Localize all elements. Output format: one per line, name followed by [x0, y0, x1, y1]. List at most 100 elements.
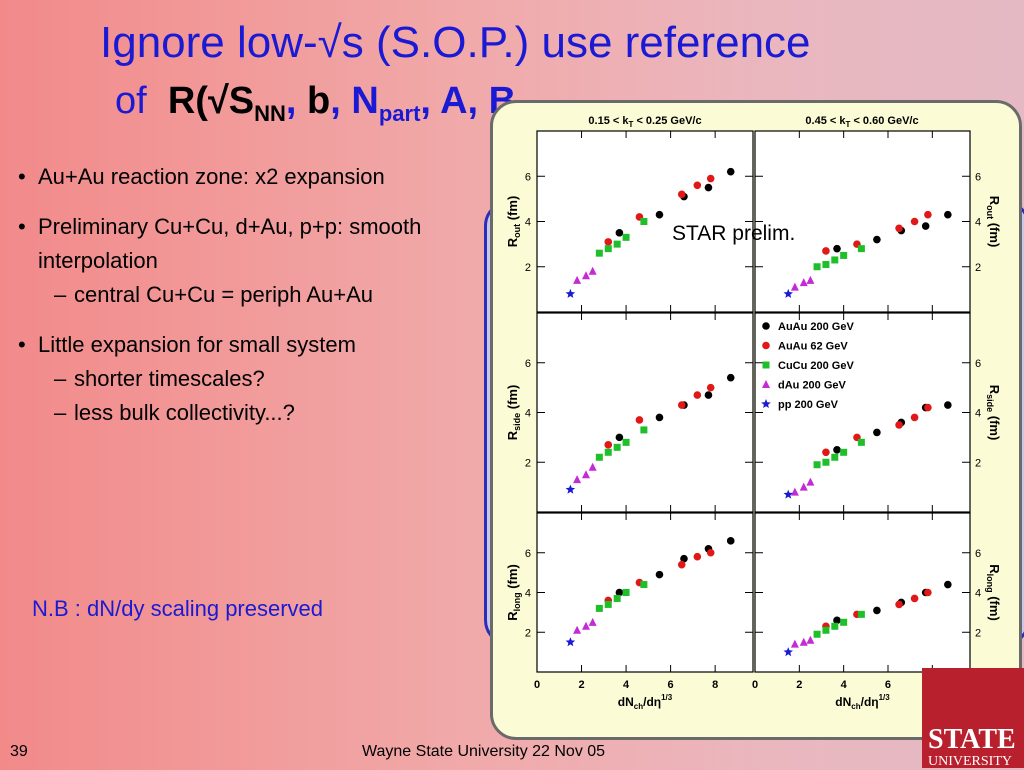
- y-axis-label-text: Rside (fm): [505, 385, 522, 441]
- y-tick-label: 4: [525, 588, 531, 600]
- x-label-sup: 1/3: [879, 693, 891, 702]
- data-point: [831, 622, 839, 630]
- data-point: [806, 635, 815, 644]
- data-point: [604, 441, 613, 449]
- sub-bullet-item: less bulk collectivity...?: [16, 396, 496, 430]
- y-label-sub: long: [512, 592, 522, 611]
- y-label-main: R: [505, 430, 520, 440]
- data-point: [833, 616, 841, 625]
- panel-title: 0.15 < kT < 0.25 GeV/c: [588, 115, 701, 129]
- bullet-text: Little expansion for small system: [38, 332, 356, 357]
- bullet-list: Au+Au reaction zone: x2 expansion Prelim…: [16, 160, 496, 430]
- y-label-sub: long: [985, 574, 995, 593]
- data-point: [783, 647, 793, 657]
- x-label-sub: ch: [634, 702, 643, 711]
- data-point: [822, 458, 830, 466]
- x-label-mid: /dη: [643, 695, 661, 709]
- data-point: [565, 484, 576, 494]
- sub-bullet-text: shorter timescales?: [74, 366, 265, 391]
- y-label-main: R: [987, 564, 1002, 574]
- legend-label: AuAu 62 GeV: [778, 341, 848, 353]
- sub-bullet-text: less bulk collectivity...?: [74, 400, 295, 425]
- data-point: [944, 210, 952, 219]
- panel-title-main: 0.45 < k: [805, 115, 846, 127]
- data-point: [693, 181, 702, 190]
- data-point: [873, 606, 881, 615]
- data-point: [799, 637, 808, 646]
- data-point: [595, 604, 603, 612]
- data-point: [677, 401, 686, 409]
- y-tick-label: 2: [975, 457, 981, 469]
- title-comma1: ,: [285, 80, 308, 122]
- x-axis-label: dNch/dη1/3: [835, 693, 890, 711]
- data-point: [573, 625, 582, 634]
- data-point: [944, 580, 952, 589]
- title-sqrt-s: √S: [207, 80, 255, 122]
- data-point: [595, 453, 603, 461]
- slide-number: 39: [10, 743, 28, 760]
- data-point: [622, 438, 630, 446]
- bullet-item: Preliminary Cu+Cu, d+Au, p+p: smooth int…: [16, 210, 496, 278]
- y-tick-label: 6: [525, 548, 531, 560]
- y-tick-label: 6: [975, 548, 981, 560]
- data-point: [783, 288, 793, 298]
- data-point: [640, 218, 648, 225]
- data-point: [615, 433, 624, 442]
- data-point: [677, 190, 686, 199]
- y-axis-label-text: Rout (fm): [985, 196, 1002, 248]
- data-point: [613, 443, 621, 451]
- data-point: [822, 626, 830, 634]
- data-point: [581, 621, 590, 630]
- data-point: [910, 594, 919, 603]
- slide-title-line2: of R(√SNN, b, Npart, A, B: [115, 80, 516, 127]
- data-point: [622, 589, 630, 596]
- data-point: [706, 383, 715, 392]
- legend-label: pp 200 GeV: [778, 399, 839, 411]
- data-point: [635, 416, 644, 424]
- x-label-main: dN: [835, 695, 851, 709]
- title-b: b: [307, 80, 331, 122]
- data-point: [693, 391, 702, 399]
- data-point: [813, 263, 821, 271]
- data-point: [944, 401, 952, 409]
- y-tick-label: 2: [525, 627, 531, 639]
- data-point: [822, 448, 830, 457]
- y-label-main: R: [987, 196, 1002, 206]
- data-point: [565, 637, 576, 647]
- data-point: [613, 594, 621, 602]
- bullet-text: Preliminary Cu+Cu, d+Au, p+p: smooth int…: [38, 214, 422, 273]
- data-point: [806, 477, 815, 486]
- y-label-main: R: [505, 237, 520, 247]
- data-point: [704, 183, 713, 192]
- data-point: [895, 421, 903, 429]
- data-point: [573, 275, 582, 284]
- y-axis-label-left: Rout (fm): [505, 196, 522, 248]
- y-axis-label-text: Rlong (fm): [985, 564, 1002, 621]
- panel-frame: [754, 130, 971, 313]
- y-tick-label: 4: [525, 217, 531, 229]
- data-point: [910, 217, 919, 226]
- x-tick-label: 0: [752, 679, 758, 691]
- data-point: [761, 399, 771, 408]
- legend-label: dAu 200 GeV: [778, 380, 847, 392]
- y-label-unit: (fm): [987, 593, 1002, 621]
- bullet-text: Au+Au reaction zone: x2 expansion: [38, 164, 385, 189]
- data-point: [840, 251, 848, 259]
- data-point: [833, 244, 841, 253]
- data-point: [704, 391, 713, 399]
- data-point: [604, 600, 612, 608]
- data-point: [806, 275, 815, 284]
- y-tick-label: 6: [975, 171, 981, 183]
- data-point: [873, 235, 881, 244]
- data-point: [799, 278, 808, 287]
- data-point: [615, 588, 624, 597]
- y-tick-label: 6: [525, 171, 531, 183]
- y-tick-label: 2: [975, 627, 981, 639]
- y-label-sub: side: [985, 394, 995, 412]
- data-point: [595, 249, 603, 257]
- panel-title-main: 0.15 < k: [588, 115, 629, 127]
- title-comma2: , N: [330, 80, 379, 122]
- y-axis-label-right: Rout (fm): [985, 196, 1002, 248]
- data-point: [873, 428, 881, 437]
- panel-title-sub: T: [629, 120, 634, 129]
